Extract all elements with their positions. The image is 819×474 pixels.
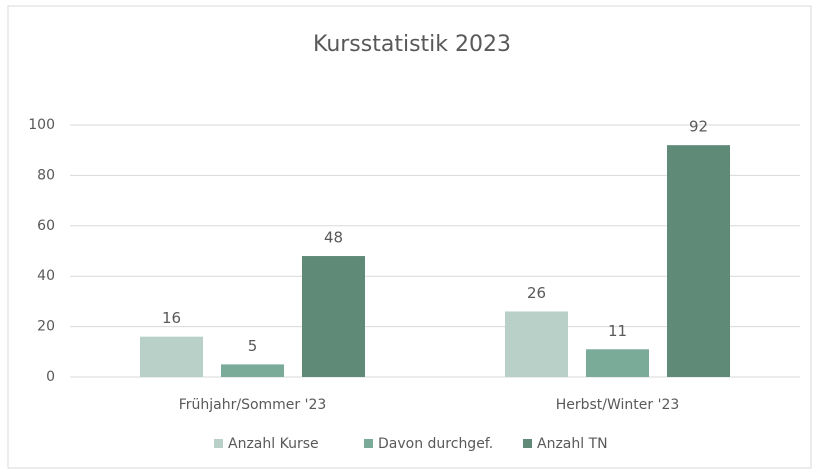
y-tick-label: 40 [37, 268, 55, 284]
bar [505, 311, 568, 377]
y-tick-label: 60 [37, 218, 55, 234]
data-label: 92 [689, 118, 708, 136]
bar [586, 349, 649, 377]
x-tick-label: Herbst/Winter '23 [556, 397, 680, 413]
y-tick-label: 100 [28, 117, 55, 133]
data-label: 11 [608, 322, 627, 340]
x-tick-label: Frühjahr/Sommer '23 [179, 397, 327, 413]
data-label: 16 [162, 309, 181, 327]
legend-label: Davon durchgef. [378, 436, 493, 452]
bar [221, 364, 284, 377]
data-label: 26 [527, 284, 546, 302]
bar [667, 145, 730, 377]
legend-swatch [364, 439, 373, 448]
data-label: 5 [248, 337, 258, 355]
bar [302, 256, 365, 377]
legend-label: Anzahl Kurse [228, 436, 319, 452]
data-label: 48 [324, 229, 343, 247]
y-tick-label: 0 [46, 369, 55, 385]
legend-label: Anzahl TN [537, 436, 608, 452]
legend-swatch [214, 439, 223, 448]
legend-swatch [523, 439, 532, 448]
bar [140, 336, 203, 377]
y-tick-label: 80 [37, 167, 55, 183]
chart-title: Kursstatistik 2023 [313, 32, 511, 57]
y-tick-label: 20 [37, 319, 55, 335]
